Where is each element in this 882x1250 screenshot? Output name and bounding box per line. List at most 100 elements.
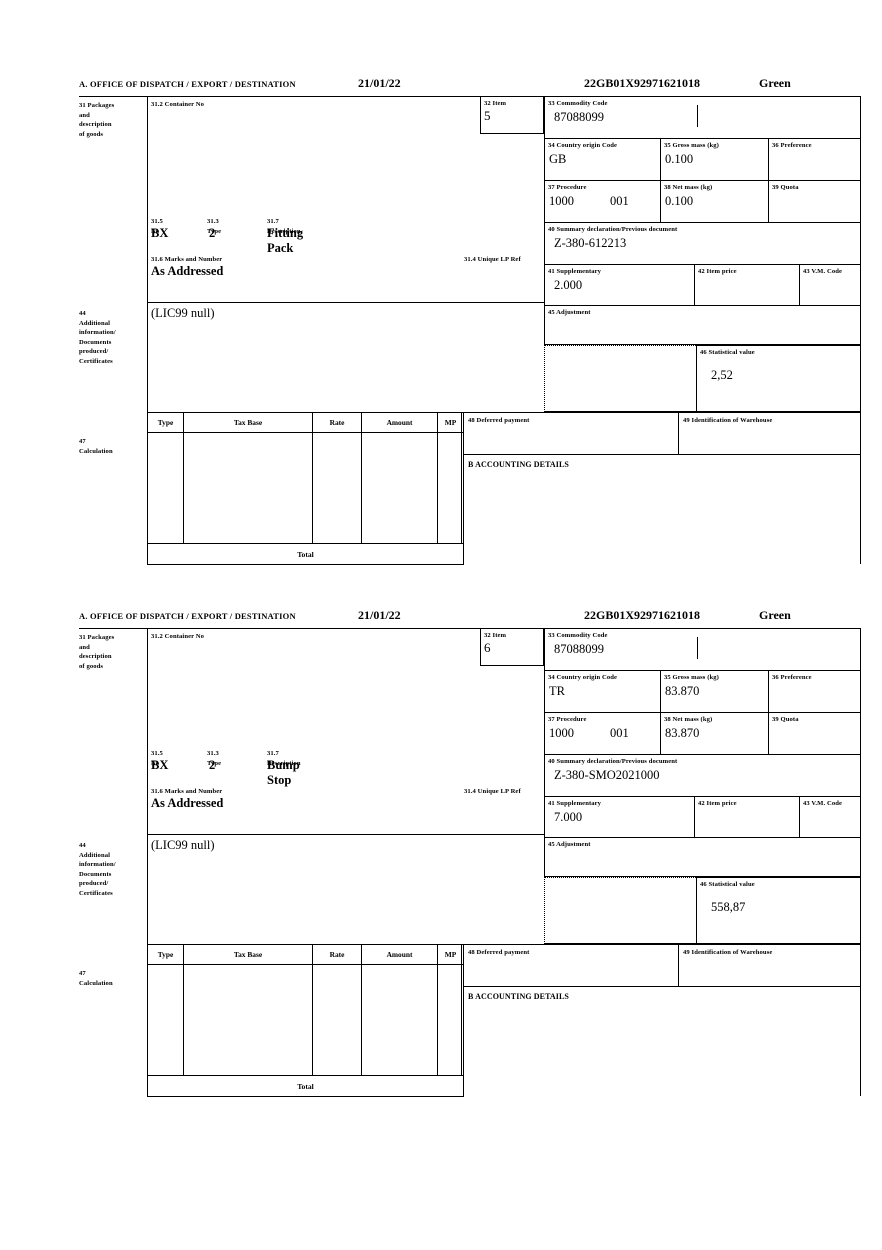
cell-rate [312, 965, 361, 1075]
procedure-label: 37 Procedure [548, 716, 587, 723]
summary-declaration-label: 40 Summary declaration/Previous document [548, 758, 678, 765]
procedure-value: 1000 [549, 726, 574, 740]
type-label: 31.3 Type [207, 750, 222, 767]
box-48-deferred-payment: 48 Deferred payment [463, 945, 678, 987]
country-origin-code-label: 34 Country origin Code [548, 142, 618, 149]
package-no-value: BX [151, 226, 169, 240]
summary-declaration-label: 40 Summary declaration/Previous document [548, 226, 678, 233]
box-40-summary-declaration: 40 Summary declaration/Previous document… [544, 755, 861, 797]
supplementary-label: 41 Supplementary [548, 800, 602, 807]
cell-amount [361, 433, 437, 543]
box-b-accounting-details: B ACCOUNTING DETAILS [463, 455, 861, 565]
box-49-warehouse-identification: 49 Identification of Warehouse [678, 945, 861, 987]
procedure-value: 1000 [549, 194, 574, 208]
calculation-table: Type Tax Base Rate Amount MP Tota [147, 945, 463, 1097]
commodity-code-label: 33 Commodity Code [548, 632, 608, 639]
marks-and-number-label: 31.6 Marks and Number [151, 256, 223, 263]
col-type: Type [147, 945, 183, 965]
box-31-packages: 31.2 Container No 31.5 No 31.3 Type 31.7… [147, 629, 861, 834]
form-header: A. OFFICE OF DISPATCH / EXPORT / DESTINA… [79, 608, 861, 628]
quota-label: 39 Quota [772, 716, 799, 723]
box-43-vm-code: 43 V.M. Code [799, 265, 861, 306]
col-type: Type [147, 413, 183, 433]
box-35-gross-mass: 35 Gross mass (kg) 83.870 [660, 671, 768, 713]
deferred-payment-label: 48 Deferred payment [468, 417, 530, 424]
statistical-value-amount: 558,87 [711, 900, 746, 914]
accounting-details-label: B ACCOUNTING DETAILS [468, 460, 569, 469]
warehouse-identification-label: 49 Identification of Warehouse [683, 949, 773, 956]
item-price-label: 42 Item price [698, 800, 737, 807]
calculation-table-body [147, 433, 463, 543]
commodity-code-value: 87088099 [554, 110, 604, 124]
item-price-label: 42 Item price [698, 268, 737, 275]
warehouse-identification-label: 49 Identification of Warehouse [683, 417, 773, 424]
col-rate: Rate [312, 945, 361, 965]
mrn-number: 22GB01X92971621018 [584, 608, 701, 622]
quota-label: 39 Quota [772, 184, 799, 191]
vm-code-label: 43 V.M. Code [803, 268, 843, 275]
sad-form-copy-1: A. OFFICE OF DISPATCH / EXPORT / DESTINA… [79, 76, 861, 565]
packages-stub-label: 31 Packages and description of goods [79, 634, 115, 670]
office-of-dispatch-label: A. OFFICE OF DISPATCH / EXPORT / DESTINA… [79, 79, 296, 89]
cell-tax-base [183, 965, 312, 1075]
net-mass-label: 38 Net mass (kg) [664, 184, 713, 191]
statistical-value-label: 46 Statistical value [700, 881, 755, 888]
box-45-continuation-cell [544, 345, 696, 412]
status-badge: Green [759, 76, 791, 90]
col-tax-base: Tax Base [183, 413, 312, 433]
unique-lp-ref-label: 31.4 Unique LP Ref [464, 256, 521, 263]
box-42-item-price: 42 Item price [694, 265, 799, 306]
box-48-deferred-payment: 48 Deferred payment [463, 413, 678, 455]
commodity-code-value: 87088099 [554, 642, 604, 656]
box-36-preference: 36 Preference [768, 671, 861, 713]
form-frame: 31 Packages and description of goods 44 … [79, 628, 861, 1097]
marks-and-number-label: 31.6 Marks and Number [151, 788, 223, 795]
calculation-table-header: Type Tax Base Rate Amount MP [147, 945, 463, 965]
box-39-quota: 39 Quota [768, 713, 861, 755]
adjustment-label: 45 Adjustment [548, 309, 591, 316]
procedure-additional-value: 001 [610, 194, 629, 208]
box-31-packages: 31.2 Container No 31.5 No 31.3 Type 31.7… [147, 97, 861, 302]
box-45-adjustment: 45 Adjustment [544, 306, 861, 345]
supplementary-value: 7.000 [554, 810, 583, 824]
accounting-details-label: B ACCOUNTING DETAILS [468, 992, 569, 1001]
box-47-calculation: Type Tax Base Rate Amount MP Tota [147, 412, 861, 565]
package-description-value: Fitting Pack [267, 226, 304, 255]
additional-info-stub-label: 44 Additional information/ Documents pro… [79, 842, 116, 897]
box-38-net-mass: 38 Net mass (kg) 0.100 [660, 181, 768, 223]
calculation-total-row: Total [147, 543, 463, 565]
country-origin-code-value: TR [549, 684, 565, 698]
office-of-dispatch-label: A. OFFICE OF DISPATCH / EXPORT / DESTINA… [79, 611, 296, 621]
calculation-table-body [147, 965, 463, 1075]
cell-amount [361, 965, 437, 1075]
item-number-value: 6 [484, 640, 491, 655]
box-39-quota: 39 Quota [768, 181, 861, 223]
col-mp: MP [437, 945, 463, 965]
procedure-additional-value: 001 [610, 726, 629, 740]
supplementary-label: 41 Supplementary [548, 268, 602, 275]
gross-mass-label: 35 Gross mass (kg) [664, 674, 719, 681]
box-37-procedure: 37 Procedure 1000 001 [544, 713, 660, 755]
country-origin-code-value: GB [549, 152, 567, 166]
marks-and-number-value: As Addressed [151, 796, 224, 810]
box-46-statistical-value: 46 Statistical value 2,52 [696, 345, 861, 412]
cell-tax-base [183, 433, 312, 543]
summary-declaration-value: Z-380-612213 [554, 236, 627, 250]
box-40-summary-declaration: 40 Summary declaration/Previous document… [544, 223, 861, 265]
net-mass-value: 0.100 [665, 194, 694, 208]
col-rate: Rate [312, 413, 361, 433]
box-45-continuation-cell [544, 877, 696, 944]
no-label: 31.5 No [151, 218, 163, 235]
box-37-procedure: 37 Procedure 1000 001 [544, 181, 660, 223]
preference-label: 36 Preference [772, 674, 812, 681]
gross-mass-value: 83.870 [665, 684, 700, 698]
cell-type [147, 433, 183, 543]
box-45-adjustment: 45 Adjustment [544, 838, 861, 877]
package-type-value: 2 [209, 758, 216, 772]
description-label: 31.7 Description [267, 750, 301, 767]
commodity-code-label: 33 Commodity Code [548, 100, 608, 107]
col-tax-base: Tax Base [183, 945, 312, 965]
preference-label: 36 Preference [772, 142, 812, 149]
calculation-table-right-edge [461, 413, 462, 543]
